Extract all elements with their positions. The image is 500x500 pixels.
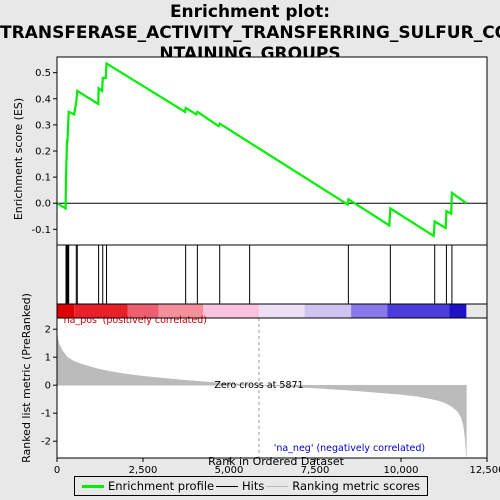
- metric-y-tick-label: -1: [41, 409, 51, 420]
- heatmap-segment: [57, 304, 75, 318]
- pos-correlated-label: 'na_pos' (positively correlated): [61, 315, 207, 326]
- legend-label-hits: Hits: [242, 479, 265, 493]
- title-line-1: Enrichment plot:: [169, 2, 331, 22]
- metric-y-tick-label: 0: [45, 381, 51, 392]
- es-axis-title: Enrichment score (ES): [12, 98, 25, 220]
- legend: Enrichment profile Hits Ranking metric s…: [74, 476, 428, 496]
- es-y-tick-label: 0.3: [35, 120, 51, 131]
- title-line-2: TRANSFERASE_ACTIVITY_TRANSFERRING_SULFUR…: [0, 23, 500, 43]
- heatmap-segment: [74, 304, 128, 318]
- es-plot-background: [57, 57, 487, 245]
- neg-correlated-label: 'na_neg' (negatively correlated): [274, 443, 425, 454]
- es-y-tick-label: 0.1: [35, 173, 51, 184]
- x-tick-label: 2,500: [129, 465, 158, 476]
- heatmap-segment: [258, 304, 305, 318]
- es-y-tick-label: 0.4: [35, 94, 51, 105]
- heatmap-segment: [127, 304, 159, 318]
- metric-y-tick-label: 1: [45, 353, 51, 364]
- x-tick-label: 7,500: [301, 465, 330, 476]
- metric-y-tick-label: 2: [45, 325, 51, 336]
- heatmap-segment: [304, 304, 352, 318]
- legend-item-hits: Hits: [216, 479, 264, 493]
- heatmap-bar: [56, 303, 488, 319]
- legend-label-enrichment: Enrichment profile: [107, 479, 215, 493]
- heatmap-segment: [158, 304, 204, 318]
- heatmap-segment: [449, 304, 467, 318]
- es-panel: -0.1 0.0 0.1 0.2 0.3 0.4 0.5: [31, 56, 488, 246]
- x-tick-label: 5,000: [215, 465, 244, 476]
- hits-background: [57, 245, 487, 304]
- heatmap-segment: [387, 304, 450, 318]
- x-tick-label: 12,500: [470, 465, 500, 476]
- ranking-metric-area: [56, 334, 467, 457]
- es-y-tick-label: -0.1: [31, 225, 51, 236]
- legend-label-ranking: Ranking metric scores: [292, 479, 421, 493]
- es-y-tick-label: 0.5: [35, 68, 51, 79]
- x-axis-title: Rank in Ordered Dataset: [208, 455, 345, 468]
- legend-item-ranking: Ranking metric scores: [266, 479, 420, 493]
- x-tick-label: 0: [54, 465, 60, 476]
- legend-swatch-ranking: [266, 485, 289, 487]
- x-tick-label: 10,000: [384, 465, 419, 476]
- heatmap-segment: [203, 304, 259, 318]
- legend-item-enrichment: Enrichment profile: [81, 479, 215, 493]
- metric-panel: -2 -1 0 1 2 0 2,500 5,000 7,500 10,000 12,500 'na_p…: [41, 315, 500, 476]
- metric-y-tick-label: -2: [41, 437, 51, 448]
- enrichment-profile-line: [56, 61, 468, 238]
- hits-panel: [56, 244, 488, 305]
- legend-swatch-enrichment: [81, 484, 104, 488]
- es-y-tick-label: 0.2: [35, 147, 51, 158]
- heatmap-segment: [351, 304, 388, 318]
- es-y-tick-label: 0.0: [35, 199, 51, 210]
- metric-axis-title: Ranked list metric (PreRanked): [20, 293, 33, 463]
- legend-swatch-hits: [216, 485, 239, 487]
- metric-plot-frame: [56, 317, 488, 459]
- zero-cross-label: Zero cross at 5871: [214, 380, 303, 391]
